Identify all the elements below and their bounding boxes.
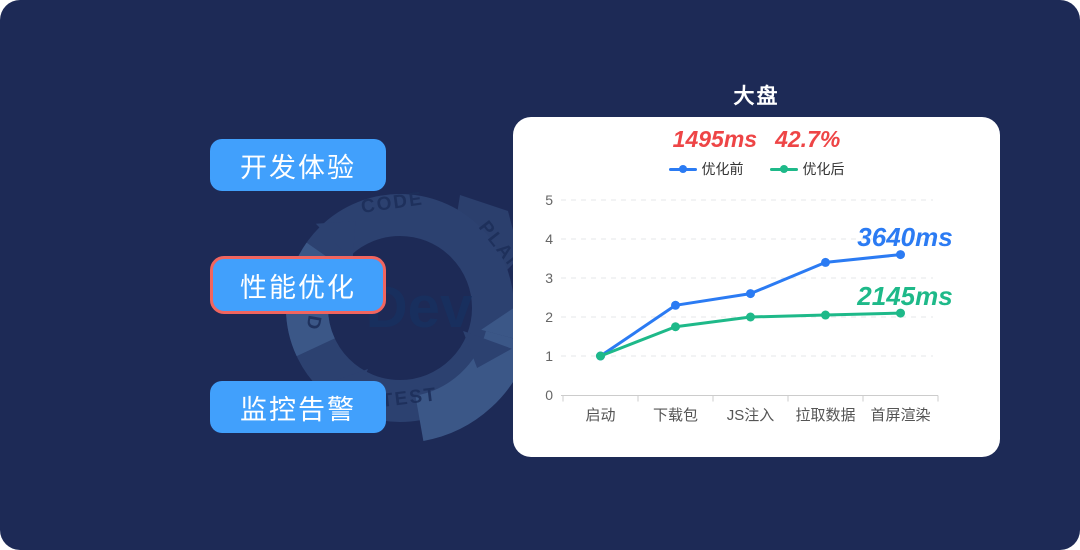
series-line-0: [599, 253, 901, 358]
legend-item-before[interactable]: 优化前: [668, 159, 744, 179]
stat-improvement-pct: 42.7%: [775, 126, 841, 152]
data-point: [596, 351, 605, 361]
x-tick-label: 首屏渲染: [870, 407, 930, 424]
y-tick-label: 3: [545, 270, 553, 286]
stat-row: 1495ms 42.7%: [513, 126, 1000, 153]
x-tick-label: 拉取数据: [795, 407, 855, 424]
chart-card: 1495ms 42.7% 优化前 优化后 0 1 2 3 4 5 启动 下载包 JS注入拉: [513, 117, 1000, 457]
ring-arrowhead-top-icon: [315, 221, 356, 261]
legend-line-dot-icon: [668, 164, 697, 174]
data-point: [596, 351, 605, 361]
y-tick-label: 1: [545, 348, 553, 364]
x-tick-label: 启动: [585, 407, 615, 424]
stat-improvement-ms: 1495ms: [672, 126, 758, 152]
series-end-label: 2145ms: [856, 281, 952, 311]
data-point: [896, 308, 905, 318]
chart-legend: 优化前 优化后: [513, 159, 1000, 179]
legend-line-dot-icon: [769, 164, 798, 174]
y-tick-label: 0: [545, 387, 553, 403]
series-line-1: [599, 311, 901, 358]
nav-button-performance-optimization[interactable]: 性能优化: [210, 256, 386, 314]
data-point: [671, 300, 680, 310]
data-point: [746, 312, 755, 322]
chart-title: 大盘: [733, 85, 780, 108]
y-tick-label: 2: [545, 309, 553, 325]
x-tick-label: JS注入: [727, 407, 775, 424]
nav-button-monitoring-alerts[interactable]: 监控告警: [210, 381, 386, 433]
legend-item-after[interactable]: 优化后: [769, 159, 845, 179]
data-point: [671, 322, 680, 332]
data-point: [896, 250, 905, 260]
data-point: [746, 289, 755, 299]
nav-button-dev-experience[interactable]: 开发体验: [210, 139, 386, 191]
y-tick-label: 4: [545, 231, 553, 247]
data-point: [821, 310, 830, 320]
y-tick-label: 5: [545, 192, 553, 208]
x-tick-label: 下载包: [653, 407, 698, 424]
ring-arrowhead-right-icon: [463, 330, 512, 368]
legend-label-after: 优化后: [802, 161, 845, 177]
data-point: [821, 257, 830, 267]
legend-label-before: 优化前: [701, 161, 744, 177]
series-end-label: 3640ms: [857, 222, 952, 252]
